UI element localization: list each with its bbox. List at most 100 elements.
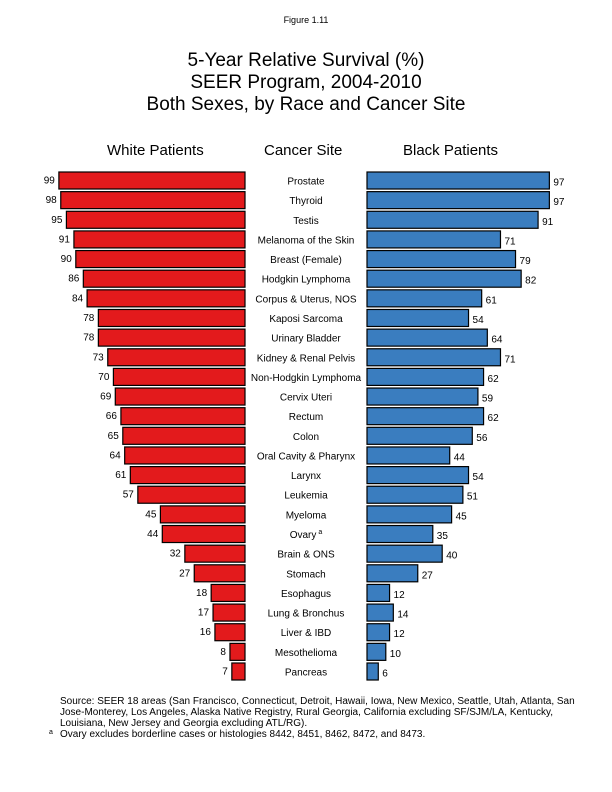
bar-white-kaposi-sarcoma [97,308,246,328]
bar-white-testis [65,210,246,229]
header-black-patients: Black Patients [403,142,499,159]
bar-white-mesothelioma [229,642,246,661]
title-line-1: 5-Year Relative Survival (%) [187,50,425,71]
bar-white-lung-bronchus [212,603,246,622]
value-label-black-breast-female-: 79 [520,256,532,267]
bar-black-brain-ons [366,544,443,563]
bar-white-prostate [58,171,246,190]
category-label-breast-female-: Breast (Female) [270,255,342,266]
bar-white-larynx [129,466,246,485]
footnote-text: Ovary excludes borderline cases or histo… [60,729,426,740]
title-line-3: Both Sexes, by Race and Cancer Site [146,94,466,115]
value-label-white-melanoma-of-the-skin: 91 [59,234,71,245]
category-label-brain-ons: Brain & ONS [277,550,335,561]
header-cancer-site: Cancer Site [264,142,343,159]
category-label-cervix-uteri: Cervix Uteri [280,393,332,404]
bar-white-rectum [120,407,246,426]
bar-white-stomach [193,564,246,583]
bar-white-colon [122,426,246,445]
bar-white-liver-ibd [214,623,246,642]
value-label-black-thyroid: 97 [553,197,565,208]
value-label-white-rectum: 66 [106,411,118,422]
value-label-black-hodgkin-lymphoma: 82 [525,276,537,287]
category-label-prostate: Prostate [287,177,325,188]
bar-white-kidney-renal-pelvis [107,348,246,367]
bar-white-hodgkin-lymphoma [82,269,246,288]
value-label-white-stomach: 27 [179,568,191,579]
bar-black-mesothelioma [366,642,387,661]
value-label-black-kaposi-sarcoma: 54 [473,315,485,326]
bar-white-non-hodgkin-lymphoma [112,367,246,386]
bar-black-ovary [366,524,434,544]
category-label-esophagus: Esophagus [281,589,331,600]
value-label-black-kidney-renal-pelvis: 71 [504,354,516,365]
value-label-white-urinary-bladder: 78 [83,333,95,344]
bar-black-myeloma [366,505,453,524]
value-label-white-brain-ons: 32 [170,549,182,560]
value-label-white-prostate: 99 [44,176,56,187]
value-label-black-esophagus: 12 [394,590,406,601]
category-label-corpus-uterus-nos: Corpus & Uterus, NOS [255,294,356,305]
bar-black-breast-female- [366,249,517,269]
title-line-2: SEER Program, 2004-2010 [190,72,422,93]
value-label-white-pancreas: 7 [222,667,228,678]
bar-black-lung-bronchus [366,603,394,622]
bar-white-myeloma [159,505,246,524]
bar-black-urinary-bladder [366,328,488,347]
value-label-white-ovary: 44 [147,529,159,540]
category-label-urinary-bladder: Urinary Bladder [271,334,341,345]
bar-black-rectum [366,407,485,426]
bar-white-melanoma-of-the-skin [73,230,246,249]
bar-white-breast-female- [75,249,246,269]
category-label-testis: Testis [293,216,319,227]
value-label-white-esophagus: 18 [196,588,208,599]
value-label-white-colon: 65 [108,431,120,442]
category-label-thyroid: Thyroid [289,196,322,207]
bar-black-testis [366,210,539,229]
value-label-black-oral-cavity-pharynx: 44 [454,452,466,463]
bar-white-brain-ons [184,544,246,563]
value-label-white-lung-bronchus: 17 [198,608,210,619]
bar-white-urinary-bladder [97,328,246,347]
category-label-hodgkin-lymphoma: Hodgkin Lymphoma [262,275,351,286]
category-label-oral-cavity-pharynx: Oral Cavity & Pharynx [257,451,355,462]
bar-white-cervix-uteri [114,387,246,406]
value-label-black-cervix-uteri: 59 [482,394,494,405]
value-label-white-leukemia: 57 [123,490,135,501]
bar-black-stomach [366,564,419,583]
category-label-kaposi-sarcoma: Kaposi Sarcoma [269,314,343,325]
value-label-black-corpus-uterus-nos: 61 [486,295,498,306]
bar-white-esophagus [210,583,246,603]
value-label-black-non-hodgkin-lymphoma: 62 [488,374,500,385]
bar-black-thyroid [366,191,550,210]
category-label-leukemia: Leukemia [284,491,328,502]
category-label-lung-bronchus: Lung & Bronchus [268,609,345,620]
value-label-black-pancreas: 6 [382,669,388,680]
value-label-black-rectum: 62 [488,413,500,424]
value-label-white-non-hodgkin-lymphoma: 70 [98,372,110,383]
value-label-white-mesothelioma: 8 [220,647,226,658]
bar-black-corpus-uterus-nos [366,289,483,308]
value-label-white-liver-ibd: 16 [200,627,212,638]
value-label-black-myeloma: 45 [456,511,468,522]
value-label-black-colon: 56 [476,433,488,444]
value-label-black-brain-ons: 40 [446,551,458,562]
bar-black-leukemia [366,485,464,504]
value-label-white-kidney-renal-pelvis: 73 [93,352,105,363]
category-label-liver-ibd: Liver & IBD [281,628,332,639]
value-label-white-hodgkin-lymphoma: 86 [68,274,80,285]
chart-title: 5-Year Relative Survival (%) SEER Progra… [0,50,612,116]
bar-black-cervix-uteri [366,387,479,406]
value-label-black-melanoma-of-the-skin: 71 [504,236,516,247]
value-label-black-ovary: 35 [437,531,449,542]
value-label-black-liver-ibd: 12 [394,629,406,640]
bar-black-larynx [366,466,470,485]
header-white-patients: White Patients [107,142,204,159]
bar-black-pancreas [366,662,379,681]
bar-white-leukemia [137,485,246,504]
bar-black-kaposi-sarcoma [366,308,470,328]
value-label-black-mesothelioma: 10 [390,649,402,660]
bar-white-pancreas [231,662,246,681]
value-label-white-corpus-uterus-nos: 84 [72,293,84,304]
